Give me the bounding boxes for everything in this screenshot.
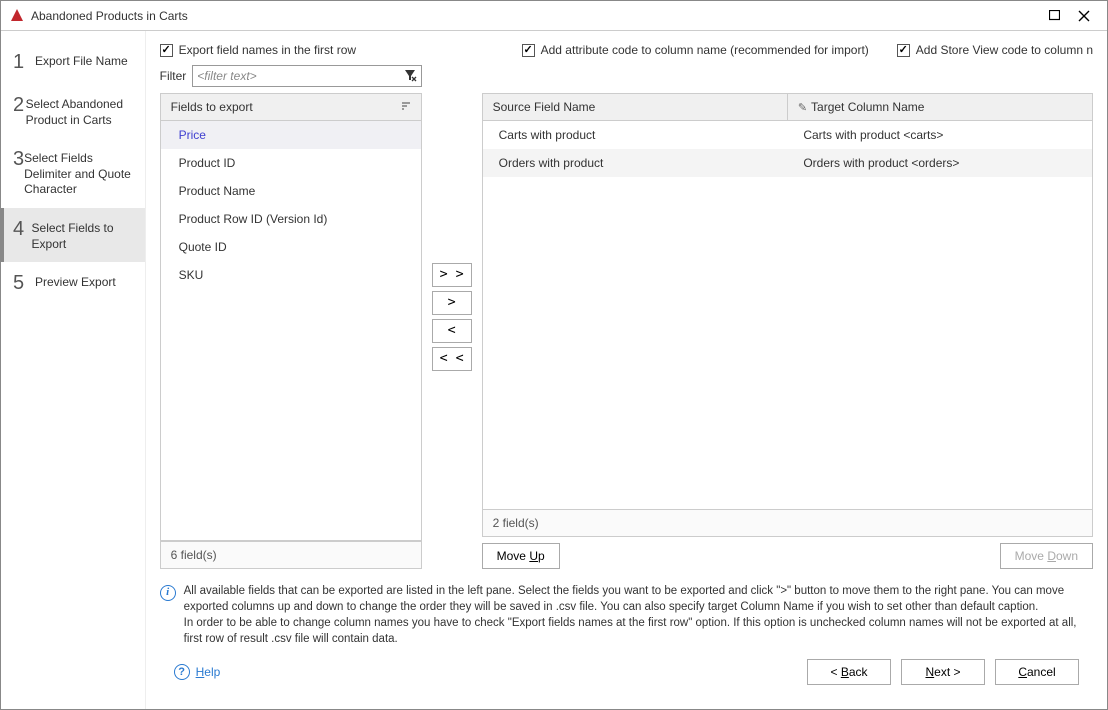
close-button[interactable] [1069, 5, 1099, 27]
sort-icon[interactable] [401, 101, 411, 114]
info-icon: i [160, 585, 176, 601]
checkbox-icon [160, 44, 173, 57]
cancel-button[interactable]: Cancel [995, 659, 1079, 685]
next-button[interactable]: Next > [901, 659, 985, 685]
remove-all-button[interactable]: < < [432, 347, 472, 371]
maximize-button[interactable] [1039, 5, 1069, 27]
step-2[interactable]: 2 Select Abandoned Product in Carts [1, 84, 145, 138]
step-4[interactable]: 4 Select Fields to Export [1, 208, 145, 262]
remove-button[interactable]: < [432, 319, 472, 343]
field-item[interactable]: Product Row ID (Version Id) [161, 205, 421, 233]
titlebar: Abandoned Products in Carts [1, 1, 1107, 31]
col-target-column[interactable]: ✎ Target Column Name [788, 94, 1092, 120]
selected-fields-footer: 2 field(s) [483, 509, 1092, 536]
field-item[interactable]: Quote ID [161, 233, 421, 261]
back-button[interactable]: < Back [807, 659, 891, 685]
add-button[interactable]: > [432, 291, 472, 315]
field-item[interactable]: Product Name [161, 177, 421, 205]
step-5[interactable]: 5 Preview Export [1, 262, 145, 305]
fields-list-footer: 6 field(s) [160, 541, 422, 569]
app-icon [9, 8, 25, 24]
checkbox-icon [522, 44, 535, 57]
edit-icon: ✎ [798, 101, 807, 114]
step-1[interactable]: 1 Export File Name [1, 41, 145, 84]
chk-add-attr-code[interactable]: Add attribute code to column name (recom… [522, 43, 869, 57]
field-item[interactable]: Product ID [161, 149, 421, 177]
table-row[interactable]: Carts with productCarts with product <ca… [483, 121, 1092, 149]
filter-input[interactable]: <filter text> [192, 65, 421, 87]
filter-clear-icon[interactable] [403, 68, 417, 85]
checkbox-icon [897, 44, 910, 57]
help-link[interactable]: ? Help [174, 664, 221, 680]
add-all-button[interactable]: > > [432, 263, 472, 287]
chk-export-first-row[interactable]: Export field names in the first row [160, 43, 422, 57]
field-item[interactable]: Price [161, 121, 421, 149]
fields-list[interactable]: PriceProduct IDProduct NameProduct Row I… [160, 121, 422, 541]
info-text: All available fields that can be exporte… [184, 583, 1093, 647]
selected-fields-table[interactable]: Carts with productCarts with product <ca… [483, 121, 1092, 509]
table-row[interactable]: Orders with productOrders with product <… [483, 149, 1092, 177]
filter-label: Filter [160, 69, 187, 83]
window-title: Abandoned Products in Carts [31, 9, 1039, 23]
step-3[interactable]: 3 Select Fields Delimiter and Quote Char… [1, 138, 145, 208]
move-down-button[interactable]: Move Down [1000, 543, 1093, 569]
help-icon: ? [174, 664, 190, 680]
move-up-button[interactable]: Move Up [482, 543, 560, 569]
fields-list-header: Fields to export [160, 93, 422, 121]
wizard-sidebar: 1 Export File Name 2 Select Abandoned Pr… [1, 31, 146, 709]
chk-add-store-view[interactable]: Add Store View code to column n [897, 43, 1093, 57]
col-source-field[interactable]: Source Field Name [483, 94, 788, 120]
field-item[interactable]: SKU [161, 261, 421, 289]
